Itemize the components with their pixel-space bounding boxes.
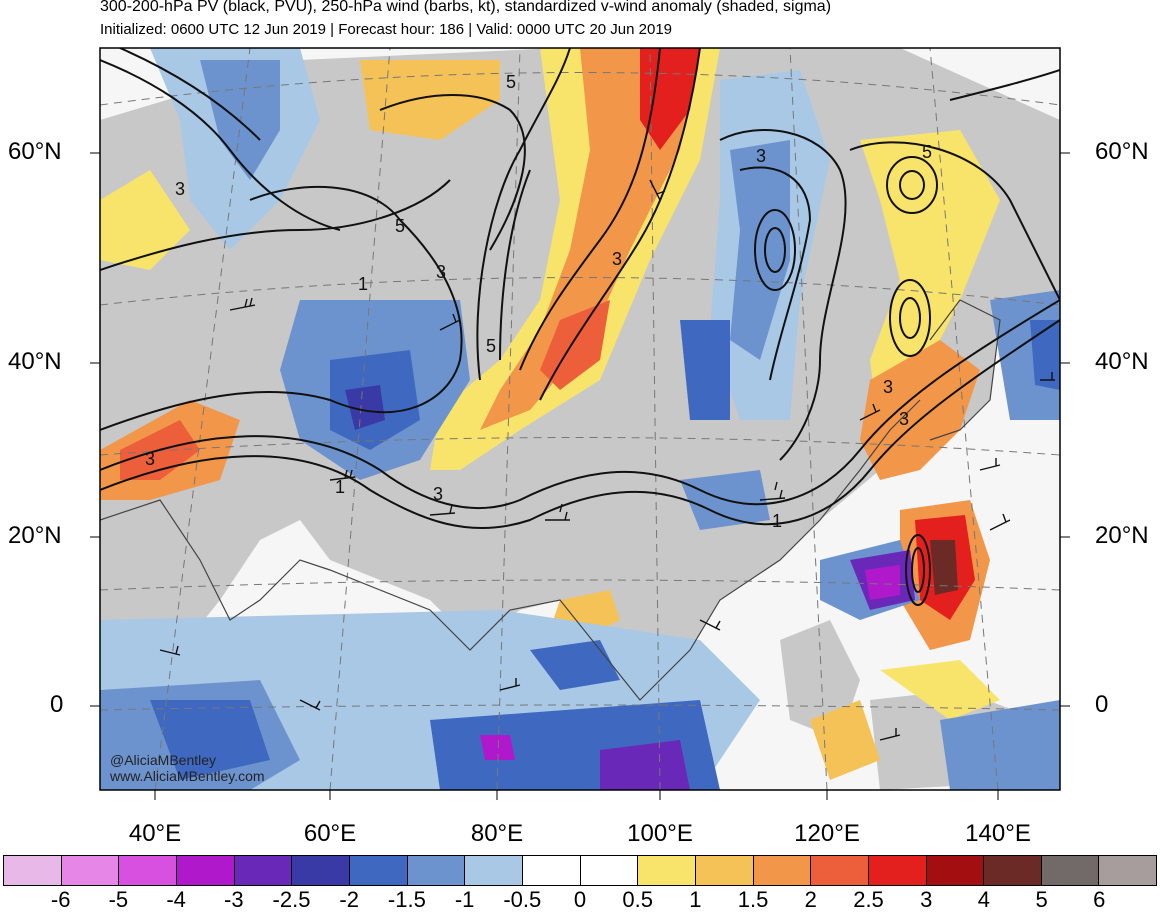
contour-label: 5 [486, 336, 496, 356]
colorbar-swatch [811, 856, 869, 885]
colorbar-label: -2 [339, 887, 359, 912]
colorbar-swatch [4, 856, 62, 885]
contour-label: 3 [883, 377, 893, 397]
colorbar-swatch [119, 856, 177, 885]
lon-label: 80°E [470, 820, 524, 847]
contour-label: 5 [506, 72, 516, 92]
colorbar-label: 2 [804, 887, 817, 912]
map-title: 300-200-hPa PV (black, PVU), 250-hPa win… [100, 0, 832, 15]
contour-label: 3 [612, 249, 622, 269]
colorbar-swatch [580, 856, 639, 885]
colorbar-swatch [984, 856, 1042, 885]
lat-label-right: 0 [1095, 691, 1109, 718]
lon-label: 60°E [303, 820, 357, 847]
colorbar-swatch [1041, 856, 1100, 885]
credit-handle: @AliciaMBentley [110, 752, 217, 768]
colorbar-swatch [753, 856, 812, 885]
lon-label: 120°E [794, 820, 860, 847]
negative-anomaly-shading [100, 48, 1060, 790]
colorbar-label: -3 [224, 887, 244, 912]
colorbar-swatch [234, 856, 293, 885]
colorbar-swatch [868, 856, 927, 885]
colorbar-label: 0.5 [622, 887, 653, 912]
colorbar-label: 2.5 [853, 887, 884, 912]
positive-anomaly-shading [100, 48, 1000, 785]
colorbar-label: 3 [920, 887, 933, 912]
contour-label: 3 [145, 449, 155, 469]
wind-barbs [159, 179, 1055, 741]
lat-label-right: 20°N [1095, 522, 1149, 549]
lat-label-left: 20°N [8, 522, 62, 549]
map-subtitle: Initialized: 0600 UTC 12 Jun 2019 | Fore… [100, 21, 673, 38]
colorbar-label: -5 [108, 887, 129, 912]
lat-label-right: 60°N [1095, 138, 1149, 165]
colorbar-label: -1.5 [387, 887, 426, 912]
lon-label: 100°E [627, 820, 693, 847]
colorbar-label: 4 [977, 887, 991, 912]
map-frame [99, 47, 1061, 791]
colorbar-swatch [465, 856, 523, 885]
colorbar [3, 855, 1157, 886]
colorbar-label: -4 [166, 887, 186, 912]
colorbar-swatch [176, 856, 235, 885]
colorbar-swatch [638, 856, 696, 885]
colorbar-swatch [349, 856, 408, 885]
axis-ticks [90, 152, 1070, 800]
colorbar-label: -2.5 [272, 887, 311, 912]
colorbar-label: -6 [50, 887, 71, 912]
colorbar-swatch [292, 856, 350, 885]
contour-label: 3 [756, 146, 766, 166]
contour-label: 1 [358, 274, 368, 294]
contour-label: 1 [772, 511, 782, 531]
colorbar-swatch [695, 856, 754, 885]
colorbar-swatch [522, 856, 581, 885]
pv-contours [100, 48, 1060, 606]
colorbar-label: 0 [573, 887, 587, 912]
colorbar-label: 1 [689, 887, 702, 912]
contour-label: 3 [433, 484, 443, 504]
colorbar-label: -0.5 [503, 887, 542, 912]
colorbar-swatch [1099, 856, 1157, 885]
coastlines [100, 299, 1001, 701]
contour-label: 3 [899, 409, 909, 429]
lat-label-left: 0 [50, 691, 64, 718]
colorbar-label: -1 [454, 887, 475, 912]
lon-label: 40°E [128, 820, 182, 847]
colorbar-swatch [926, 856, 985, 885]
contour-label: 3 [175, 179, 185, 199]
colorbar-label: 6 [1093, 887, 1106, 912]
grid-lines [100, 48, 1060, 790]
colorbar-swatch [61, 856, 120, 885]
lat-label-left: 40°N [8, 348, 62, 375]
lat-label-right: 40°N [1095, 348, 1149, 375]
contour-label: 5 [395, 216, 405, 236]
contour-label: 5 [922, 142, 932, 162]
contour-labels: 5 3 1 3 5 3 5 1 3 3 3 1 5 3 3 [145, 72, 932, 531]
credit-website: www.AliciaMBentley.com [110, 768, 265, 784]
contour-label: 3 [436, 262, 446, 282]
lat-label-left: 60°N [8, 138, 62, 165]
colorbar-label: 1.5 [737, 887, 769, 912]
lon-label: 140°E [965, 820, 1031, 847]
colorbar-swatch [407, 856, 466, 885]
colorbar-label: 5 [1035, 887, 1048, 912]
contour-label: 1 [335, 477, 345, 497]
